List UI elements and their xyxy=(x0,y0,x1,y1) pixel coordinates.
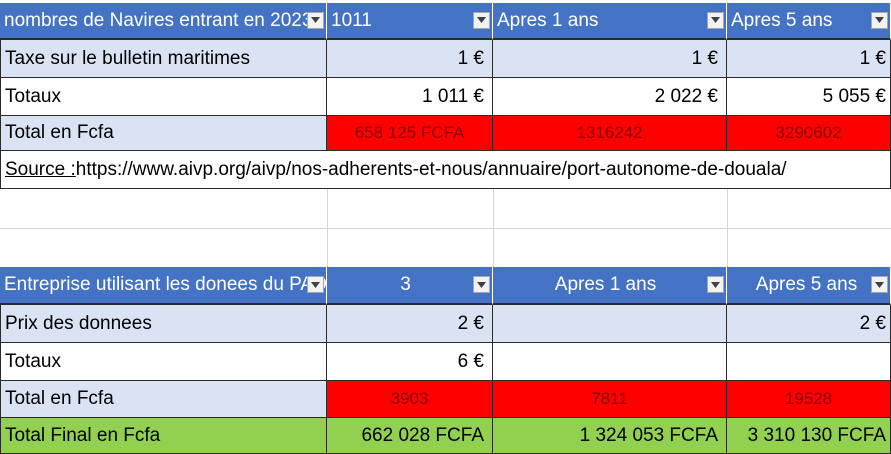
value-cell[interactable]: 3290602 xyxy=(727,116,891,151)
filter-dropdown-icon[interactable] xyxy=(307,276,324,293)
row-label-cell[interactable]: Totaux xyxy=(0,78,327,116)
table2-header-col1: 3 xyxy=(400,274,411,295)
cell-value: 1316242 xyxy=(576,123,643,142)
table2-header-label-cell[interactable]: Entreprise utilisant les donees du PAD xyxy=(0,267,327,305)
gridline xyxy=(493,189,494,267)
table1-header-label-cell[interactable]: nombres de Navires entrant en 2023 xyxy=(0,3,327,40)
cell-value: 6 € xyxy=(457,350,484,372)
value-cell[interactable]: 19528 xyxy=(727,381,891,418)
value-cell[interactable]: 1316242 xyxy=(493,116,727,151)
table1-header-row: nombres de Navires entrant en 2023 1011 … xyxy=(0,3,891,40)
table1-header-col2-cell[interactable]: Apres 1 ans xyxy=(493,3,727,40)
cell-value: 5 055 € xyxy=(822,85,886,107)
table-row: Prix des donnees 2 € 2 € xyxy=(0,305,891,343)
table2-header-row: Entreprise utilisant les donees du PAD 3… xyxy=(0,267,891,305)
cell-value: 1 € xyxy=(691,47,718,69)
filter-dropdown-icon[interactable] xyxy=(871,276,888,293)
cell-value: 3 310 130 FCFA xyxy=(747,424,886,446)
cell-value: 2 € xyxy=(457,312,484,334)
cell-value: 3903 xyxy=(390,389,429,408)
table1-header-col3: Apres 5 ans xyxy=(731,9,833,31)
value-cell[interactable] xyxy=(727,343,891,381)
value-cell[interactable]: 6 € xyxy=(327,343,493,381)
row-label: Totaux xyxy=(5,85,61,107)
value-cell[interactable]: 1 € xyxy=(493,40,727,78)
value-cell[interactable]: 3903 xyxy=(327,381,493,418)
filter-dropdown-icon[interactable] xyxy=(473,276,490,293)
row-label: Prix des donnees xyxy=(5,312,152,334)
value-cell[interactable]: 7811 xyxy=(493,381,727,418)
source-url: https://www.aivp.org/aivp/nos-adherents-… xyxy=(75,158,787,180)
table2-header-col3: Apres 5 ans xyxy=(755,274,858,295)
filter-dropdown-icon[interactable] xyxy=(707,11,724,29)
row-label-cell[interactable]: Totaux xyxy=(0,343,327,381)
row-label: Totaux xyxy=(5,350,61,372)
source-prefix: Source : xyxy=(5,158,76,180)
table-row: Taxe sur le bulletin maritimes 1 € 1 € 1… xyxy=(0,40,891,78)
table2-header-col2-cell[interactable]: Apres 1 ans xyxy=(493,267,727,305)
table1-header-col3-cell[interactable]: Apres 5 ans xyxy=(727,3,891,40)
row-label-cell[interactable]: Taxe sur le bulletin maritimes xyxy=(0,40,327,78)
row-label: Total en Fcfa xyxy=(5,122,114,143)
gridline xyxy=(0,228,891,229)
gridline xyxy=(327,189,328,267)
row-label-cell[interactable]: Total en Fcfa xyxy=(0,381,327,418)
filter-dropdown-icon[interactable] xyxy=(707,276,724,293)
value-cell[interactable]: 2 € xyxy=(327,305,493,343)
cell-value: 1 € xyxy=(457,47,484,69)
value-cell[interactable] xyxy=(493,343,727,381)
value-cell[interactable]: 1 € xyxy=(727,40,891,78)
cell-value: 2 022 € xyxy=(654,85,718,107)
cell-value: 1 324 053 FCFA xyxy=(579,424,718,446)
cell-value: 19528 xyxy=(784,389,833,408)
table-row: Totaux 1 011 € 2 022 € 5 055 € xyxy=(0,78,891,116)
table1-header-col1-cell[interactable]: 1011 xyxy=(327,3,493,40)
cell-value: 1 011 € xyxy=(422,85,484,107)
row-label: Taxe sur le bulletin maritimes xyxy=(5,47,250,69)
value-cell[interactable]: 1 011 € xyxy=(327,78,493,116)
filter-dropdown-icon[interactable] xyxy=(473,11,490,29)
cell-value: 7811 xyxy=(591,389,628,408)
table2-header-col3-cell[interactable]: Apres 5 ans xyxy=(727,267,891,305)
table1-header-label: nombres de Navires entrant en 2023 xyxy=(4,9,313,31)
cell-value: 662 028 FCFA xyxy=(361,424,484,446)
row-label-cell[interactable]: Total Final en Fcfa xyxy=(0,418,327,454)
row-label: Total en Fcfa xyxy=(5,388,114,409)
cell-value: 1 € xyxy=(859,47,886,69)
value-cell[interactable]: 662 028 FCFA xyxy=(327,418,493,454)
table-row: Total Final en Fcfa 662 028 FCFA 1 324 0… xyxy=(0,418,891,454)
table2-header-col1-cell[interactable]: 3 xyxy=(327,267,493,305)
table-row: Total en Fcfa 3903 7811 19528 xyxy=(0,381,891,418)
cell-value: 3290602 xyxy=(775,123,842,142)
value-cell[interactable]: 1 324 053 FCFA xyxy=(493,418,727,454)
cell-value: 658 125 FCFA xyxy=(354,123,465,142)
cell-value: 2 € xyxy=(859,312,886,334)
gridline xyxy=(727,189,728,267)
table2-header-col2: Apres 1 ans xyxy=(554,274,657,295)
value-cell[interactable]: 2 022 € xyxy=(493,78,727,116)
table2-header-label: Entreprise utilisant les donees du PAD xyxy=(4,274,327,295)
source-cell[interactable]: Source : https://www.aivp.org/aivp/nos-ad… xyxy=(0,151,891,189)
value-cell[interactable]: 658 125 FCFA xyxy=(327,116,493,151)
table-row: Total en Fcfa 658 125 FCFA 1316242 32906… xyxy=(0,116,891,151)
table-row: Totaux 6 € xyxy=(0,343,891,381)
value-cell[interactable]: 3 310 130 FCFA xyxy=(727,418,891,454)
row-label: Total Final en Fcfa xyxy=(5,424,161,446)
value-cell[interactable]: 1 € xyxy=(327,40,493,78)
row-label-cell[interactable]: Total en Fcfa xyxy=(0,116,327,151)
value-cell[interactable]: 2 € xyxy=(727,305,891,343)
table1-header-col2: Apres 1 ans xyxy=(497,9,599,31)
value-cell[interactable]: 5 055 € xyxy=(727,78,891,116)
row-label-cell[interactable]: Prix des donnees xyxy=(0,305,327,343)
table1-header-col1: 1011 xyxy=(331,9,372,31)
filter-dropdown-icon[interactable] xyxy=(871,11,888,29)
value-cell[interactable] xyxy=(493,305,727,343)
filter-dropdown-icon[interactable] xyxy=(307,11,324,29)
